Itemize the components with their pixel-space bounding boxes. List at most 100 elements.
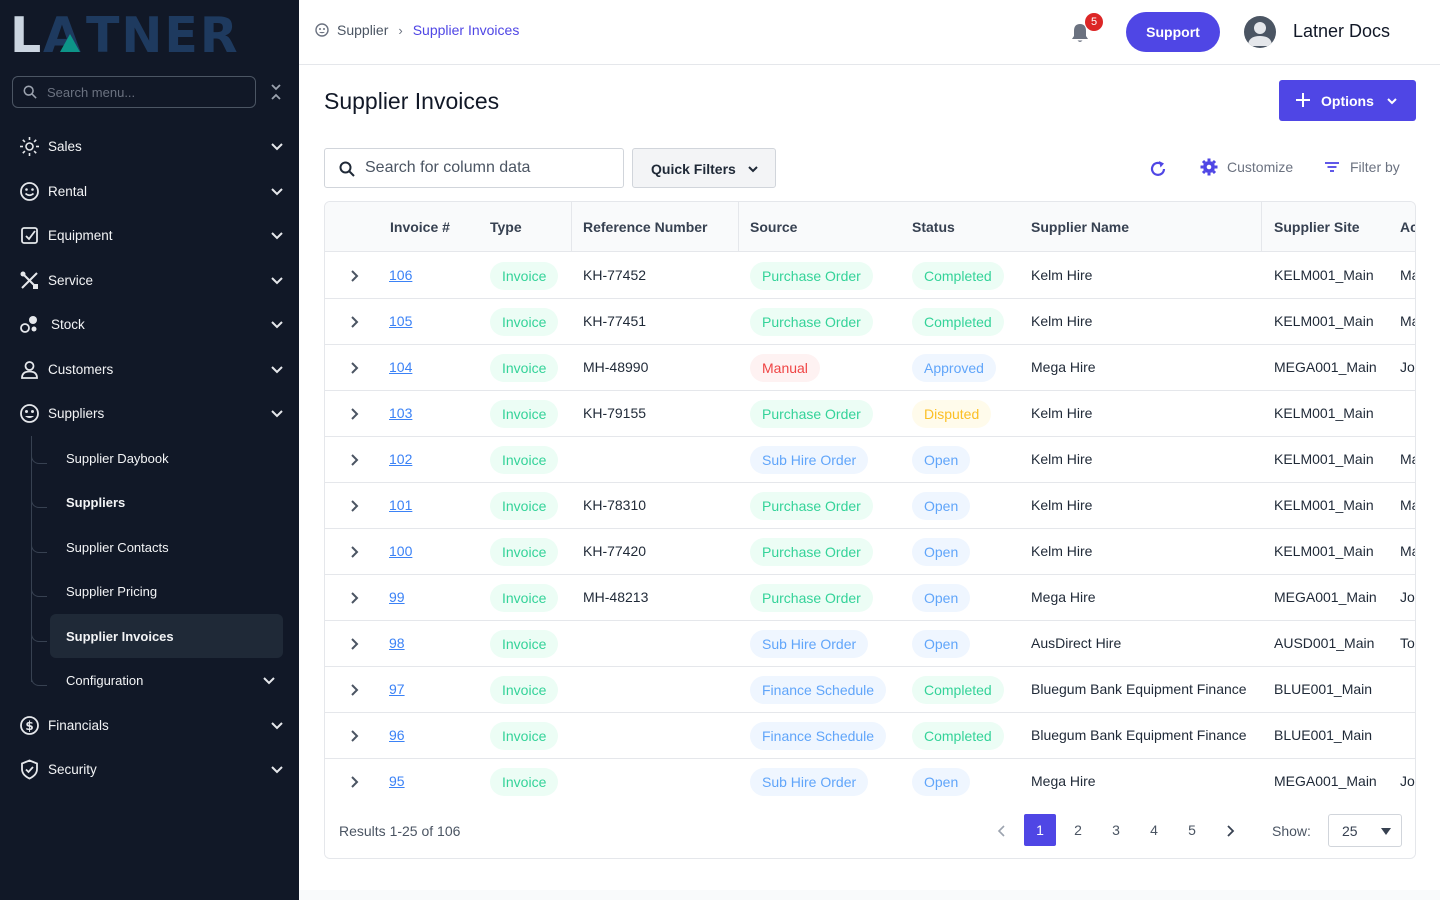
column-header-type[interactable]: Type <box>490 219 522 235</box>
sidebar-subitem-suppliers[interactable]: Suppliers <box>50 480 283 524</box>
invoice-number-link[interactable]: 100 <box>389 543 413 559</box>
table-row[interactable]: 105 Invoice KH-77451 Purchase Order Complete… <box>325 299 1415 345</box>
page-size-select[interactable]: 25 <box>1328 814 1402 847</box>
column-header-supplier-name[interactable]: Supplier Name <box>1031 219 1130 235</box>
filter-by-button[interactable]: Filter by <box>1323 158 1400 176</box>
page-button[interactable]: 3 <box>1112 822 1120 838</box>
table-row[interactable]: 100 Invoice KH-77420 Purchase Order Open Kelm… <box>325 529 1415 575</box>
chevron-right-icon[interactable] <box>347 453 361 467</box>
chevron-right-icon[interactable] <box>347 775 361 789</box>
page-button[interactable]: 4 <box>1150 822 1158 838</box>
supplier-site: KELM001_Main <box>1274 267 1374 283</box>
table-row[interactable]: 96 Invoice Finance Schedule Completed Bluegu… <box>325 713 1415 759</box>
collapse-icon[interactable] <box>268 82 284 102</box>
table-row[interactable]: 103 Invoice KH-79155 Purchase Order Disputed… <box>325 391 1415 437</box>
chevron-right-icon[interactable] <box>347 269 361 283</box>
breadcrumb-item-current[interactable]: Supplier Invoices <box>412 22 520 38</box>
sidebar-subitem-supplier-pricing[interactable]: Supplier Pricing <box>50 569 283 613</box>
chevron-down-icon <box>271 766 283 774</box>
invoice-number-link[interactable]: 101 <box>389 497 413 513</box>
chevron-down-icon <box>748 166 758 173</box>
column-header-truncated[interactable]: Ac <box>1400 219 1415 235</box>
invoice-number-link[interactable]: 97 <box>389 681 405 697</box>
chevron-right-icon[interactable] <box>347 361 361 375</box>
column-header-invoice[interactable]: Invoice # <box>390 219 450 235</box>
invoice-number-link[interactable]: 95 <box>389 773 405 789</box>
chevron-right-icon[interactable] <box>347 683 361 697</box>
table-row[interactable]: 97 Invoice Finance Schedule Completed Bluegu… <box>325 667 1415 713</box>
status-badge: Open <box>912 630 971 658</box>
sidebar-item-stock[interactable]: Stock <box>0 304 299 344</box>
table-row[interactable]: 95 Invoice Sub Hire Order Open Mega Hire MEGA… <box>325 759 1415 805</box>
status-badge: Approved <box>912 354 996 382</box>
source-badge: Purchase Order <box>750 308 873 336</box>
avatar[interactable] <box>1244 16 1276 48</box>
submenu-guide-line <box>31 436 32 682</box>
chevron-left-icon[interactable] <box>995 824 1009 838</box>
sidebar-item-financials[interactable]: $ Financials <box>0 705 299 745</box>
page-button[interactable]: 1 <box>1024 814 1056 846</box>
sidebar-item-equipment[interactable]: Equipment <box>0 215 299 255</box>
chevron-right-icon[interactable] <box>347 729 361 743</box>
column-header-source[interactable]: Source <box>750 219 798 235</box>
options-button[interactable]: Options <box>1279 80 1416 121</box>
table-row[interactable]: 106 Invoice KH-77452 Purchase Order Complete… <box>325 253 1415 299</box>
customize-button[interactable]: Customize <box>1200 158 1293 176</box>
supplier-name: AusDirect Hire <box>1031 635 1122 651</box>
invoice-number-link[interactable]: 103 <box>389 405 413 421</box>
sidebar-search-input[interactable]: Search menu... <box>12 76 256 108</box>
refresh-icon[interactable] <box>1148 159 1168 179</box>
sidebar-item-suppliers[interactable]: Suppliers <box>0 393 299 433</box>
chevron-down-icon <box>271 188 283 196</box>
chevron-right-icon[interactable] <box>347 545 361 559</box>
table-footer: Results 1-25 of 106 1 2 3 4 5 Show: 25 <box>325 802 1415 858</box>
type-badge: Invoice <box>490 308 559 336</box>
page-button[interactable]: 2 <box>1074 822 1082 838</box>
page-button[interactable]: 5 <box>1188 822 1196 838</box>
column-search-input[interactable]: Search for column data <box>324 148 624 188</box>
user-name[interactable]: Latner Docs <box>1293 21 1391 41</box>
sidebar-subitem-supplier-contacts[interactable]: Supplier Contacts <box>50 525 283 569</box>
table-row[interactable]: 101 Invoice KH-78310 Purchase Order Open Kelm… <box>325 483 1415 529</box>
chevron-right-icon[interactable] <box>347 315 361 329</box>
breadcrumb-item-supplier[interactable]: Supplier <box>337 22 389 38</box>
supplier-name: Mega Hire <box>1031 589 1096 605</box>
sidebar-subitem-configuration[interactable]: Configuration <box>50 658 283 702</box>
table-row[interactable]: 99 Invoice MH-48213 Purchase Order Open Mega … <box>325 575 1415 621</box>
table-row[interactable]: 104 Invoice MH-48990 Manual Approved Mega Hir… <box>325 345 1415 391</box>
sidebar-item-service[interactable]: Service <box>0 260 299 300</box>
chevron-right-icon[interactable] <box>1223 824 1237 838</box>
type-badge: Invoice <box>490 354 559 382</box>
bell-icon[interactable] <box>1069 22 1091 44</box>
type-badge: Invoice <box>490 538 559 566</box>
invoice-number-link[interactable]: 99 <box>389 589 405 605</box>
sidebar-subitem-supplier-daybook[interactable]: Supplier Daybook <box>50 436 283 480</box>
sidebar-subitem-supplier-invoices[interactable]: Supplier Invoices <box>50 614 283 658</box>
column-header-supplier-site[interactable]: Supplier Site <box>1274 219 1360 235</box>
table-row[interactable]: 98 Invoice Sub Hire Order Open AusDirect Hir… <box>325 621 1415 667</box>
invoice-number-link[interactable]: 106 <box>389 267 413 283</box>
latner-logo[interactable]: L A TNER <box>10 8 282 58</box>
type-badge: Invoice <box>490 584 559 612</box>
invoice-number-link[interactable]: 105 <box>389 313 413 329</box>
sidebar-item-rental[interactable]: Rental <box>0 171 299 211</box>
sidebar-item-sales[interactable]: Sales <box>0 126 299 166</box>
sidebar-item-security[interactable]: Security <box>0 749 299 789</box>
chevron-right-icon[interactable] <box>347 499 361 513</box>
sidebar-item-customers[interactable]: Customers <box>0 349 299 389</box>
quick-filters-button[interactable]: Quick Filters <box>632 148 776 188</box>
column-header-status[interactable]: Status <box>912 219 955 235</box>
chevron-right-icon[interactable] <box>347 407 361 421</box>
source-badge: Sub Hire Order <box>750 446 869 474</box>
invoice-number-link[interactable]: 102 <box>389 451 413 467</box>
support-button[interactable]: Support <box>1126 12 1220 52</box>
table-row[interactable]: 102 Invoice Sub Hire Order Open Kelm Hire KEL… <box>325 437 1415 483</box>
quick-filters-label: Quick Filters <box>651 161 736 177</box>
invoice-number-link[interactable]: 96 <box>389 727 405 743</box>
chevron-right-icon[interactable] <box>347 591 361 605</box>
invoice-number-link[interactable]: 98 <box>389 635 405 651</box>
status-badge: Open <box>912 584 971 612</box>
chevron-right-icon[interactable] <box>347 637 361 651</box>
column-header-reference[interactable]: Reference Number <box>583 219 708 235</box>
invoice-number-link[interactable]: 104 <box>389 359 413 375</box>
